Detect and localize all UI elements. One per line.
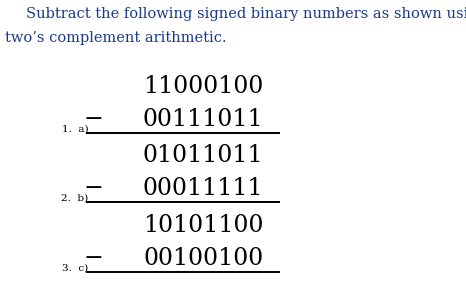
Text: two’s complement arithmetic.: two’s complement arithmetic. <box>5 31 226 45</box>
Text: −: − <box>84 108 103 131</box>
Text: 01011011: 01011011 <box>143 144 263 167</box>
Text: 2.  b): 2. b) <box>62 194 89 203</box>
Text: Subtract the following signed binary numbers as shown using: Subtract the following signed binary num… <box>26 7 466 22</box>
Text: 00100100: 00100100 <box>143 247 263 270</box>
Text: −: − <box>84 177 103 200</box>
Text: 10101100: 10101100 <box>143 214 263 237</box>
Text: 00011111: 00011111 <box>143 177 263 200</box>
Text: 00111011: 00111011 <box>143 108 263 131</box>
Text: −: − <box>84 247 103 270</box>
Text: 3.  c): 3. c) <box>62 264 89 273</box>
Text: 11000100: 11000100 <box>143 75 263 98</box>
Text: 1.  a): 1. a) <box>62 125 89 134</box>
